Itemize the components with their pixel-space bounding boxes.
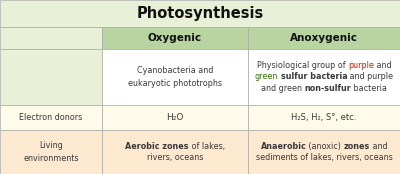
Text: non-sulfur: non-sulfur: [304, 84, 351, 93]
Bar: [248, 130, 400, 174]
Bar: [102, 49, 248, 105]
Bar: [248, 105, 400, 130]
Text: Oxygenic: Oxygenic: [148, 33, 202, 43]
Text: Living
environments: Living environments: [23, 141, 79, 163]
Text: purple: purple: [348, 61, 374, 70]
Text: Anoxygenic: Anoxygenic: [290, 33, 358, 43]
Text: and green: and green: [261, 84, 304, 93]
Text: Aerobic zones: Aerobic zones: [125, 142, 189, 151]
Text: Cyanobacteria and
eukaryotic phototrophs: Cyanobacteria and eukaryotic phototrophs: [128, 66, 222, 88]
Text: Electron donors: Electron donors: [19, 113, 83, 122]
Bar: [0, 0, 400, 27]
Bar: [0, 49, 102, 105]
Text: and: and: [370, 142, 388, 151]
Text: H₂O: H₂O: [166, 113, 184, 122]
Text: Physiological group of: Physiological group of: [257, 61, 348, 70]
Text: (anoxic): (anoxic): [306, 142, 344, 151]
Text: and: and: [374, 61, 391, 70]
Text: sulfur bacteria: sulfur bacteria: [280, 73, 347, 81]
Text: sediments of lakes, rivers, oceans: sediments of lakes, rivers, oceans: [256, 153, 392, 162]
Bar: [0, 27, 102, 49]
Bar: [0, 105, 102, 130]
Text: rivers, oceans: rivers, oceans: [147, 153, 203, 162]
Text: Anaerobic: Anaerobic: [260, 142, 306, 151]
Text: of lakes,: of lakes,: [189, 142, 225, 151]
Bar: [102, 105, 248, 130]
Bar: [248, 49, 400, 105]
Text: H₂S, H₂, S°, etc.: H₂S, H₂, S°, etc.: [291, 113, 357, 122]
Text: Photosynthesis: Photosynthesis: [136, 6, 264, 21]
Bar: [102, 130, 248, 174]
Bar: [0, 130, 102, 174]
Text: green: green: [255, 73, 278, 81]
Text: bacteria: bacteria: [351, 84, 387, 93]
Text: and purple: and purple: [347, 73, 393, 81]
Bar: [248, 27, 400, 49]
Bar: [102, 27, 248, 49]
Text: zones: zones: [344, 142, 370, 151]
